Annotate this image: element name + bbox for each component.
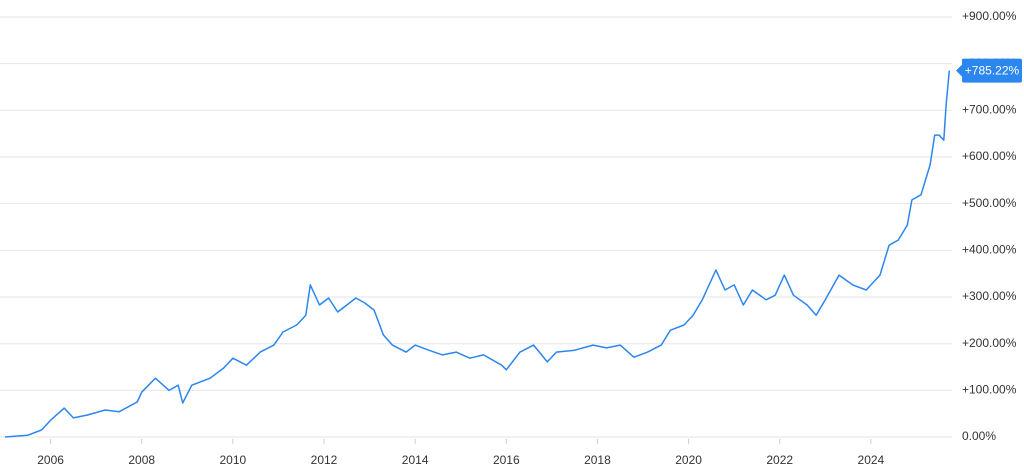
x-tick-label: 2010 xyxy=(220,453,247,467)
x-tick-label: 2022 xyxy=(766,453,793,467)
x-tick-label: 2014 xyxy=(402,453,429,467)
y-tick-label: +900.00% xyxy=(962,9,1017,23)
y-tick-label: +100.00% xyxy=(962,383,1017,397)
x-tick-label: 2018 xyxy=(584,453,611,467)
x-tick-label: 2006 xyxy=(37,453,64,467)
y-tick-label: 0.00% xyxy=(962,429,996,443)
x-tick-label: 2008 xyxy=(128,453,155,467)
line xyxy=(4,70,951,438)
value-label: +785.22% xyxy=(965,64,1020,78)
y-tick-label: +700.00% xyxy=(962,103,1017,117)
x-tick-label: 2024 xyxy=(858,453,885,467)
y-tick-label: +300.00% xyxy=(962,289,1017,303)
x-tick-label: 2012 xyxy=(311,453,338,467)
y-tick-label: +600.00% xyxy=(962,149,1017,163)
y-tick-label: +200.00% xyxy=(962,336,1017,350)
value-callout xyxy=(956,58,1022,83)
y-tick-label: +500.00% xyxy=(962,196,1017,210)
y-tick-label: +400.00% xyxy=(962,243,1017,257)
x-tick-label: 2020 xyxy=(675,453,702,467)
x-tick-label: 2016 xyxy=(493,453,520,467)
